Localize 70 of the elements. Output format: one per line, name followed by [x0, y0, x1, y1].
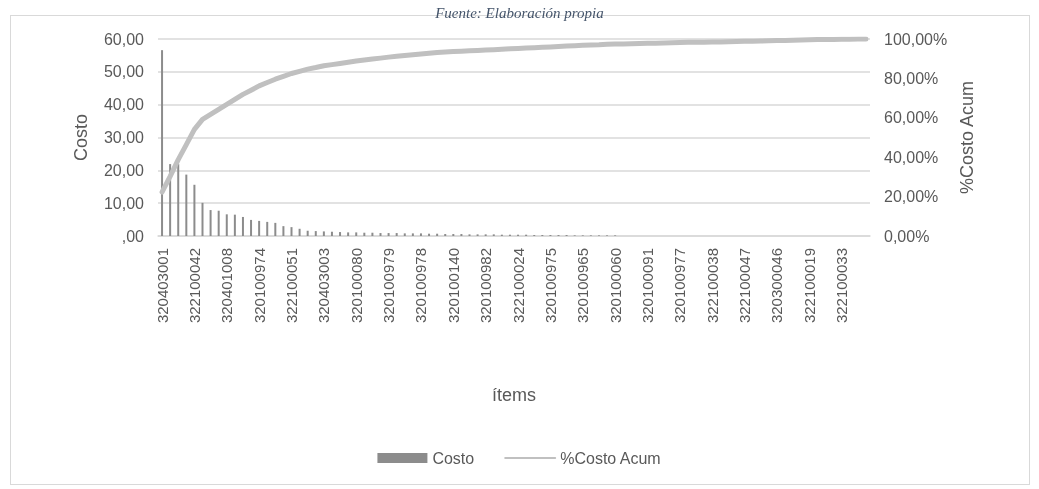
x-tick-label: 320100982	[477, 248, 495, 324]
bar	[306, 230, 309, 236]
bar	[193, 184, 196, 236]
y-tick-label: 30,00	[103, 129, 145, 146]
bar	[347, 232, 350, 236]
bar	[201, 202, 204, 236]
y2-tick-label: 20,00%	[884, 188, 939, 206]
bar	[225, 214, 228, 236]
bar	[395, 233, 398, 236]
x-tick-label: 320100977	[671, 248, 689, 324]
x-tick-label: 322100033	[833, 248, 851, 324]
bar	[266, 221, 269, 236]
bar	[387, 233, 390, 236]
x-tick-label: 320100060	[606, 248, 624, 324]
bar	[217, 210, 220, 236]
bar	[282, 226, 285, 236]
y2-tick-label: 40,00%	[884, 148, 939, 166]
x-tick-label: 320403001	[153, 248, 171, 324]
bar	[274, 222, 277, 236]
x-tick-label: 320100979	[380, 248, 398, 324]
bar	[298, 228, 301, 236]
bar	[411, 233, 414, 236]
y-tick-label: 50,00	[103, 63, 145, 81]
legend-label: %Costo Acum	[560, 449, 661, 467]
bar	[177, 164, 180, 236]
bar	[403, 233, 406, 236]
bar	[209, 210, 212, 236]
legend-label: Costo	[432, 449, 475, 467]
x-tick-label: 320100978	[412, 248, 430, 324]
x-tick-label: 320401008	[218, 248, 236, 324]
y-axis-title: Costo	[71, 113, 91, 162]
bar	[419, 233, 422, 236]
y2-tick-label: 0,00%	[884, 227, 930, 245]
x-tick-label: 320100974	[250, 248, 268, 324]
x-tick-label: 320100140	[444, 248, 462, 324]
x-tick-label: 322100024	[509, 248, 527, 324]
x-tick-label: 322100042	[185, 248, 203, 324]
y-tick-label: 40,00	[103, 96, 145, 114]
x-tick-label: 320100091	[639, 248, 656, 324]
source-note: Fuente: Elaboración propia	[434, 4, 604, 21]
x-tick-label: 322100051	[283, 248, 300, 324]
x-tick-label: 322100047	[736, 248, 754, 324]
x-tick-label: 320100965	[574, 248, 592, 324]
bar	[339, 232, 342, 236]
x-axis-title: ítems	[491, 385, 537, 405]
x-tick-label: 320100975	[541, 248, 559, 324]
bar	[241, 216, 244, 236]
y-tick-label: 60,00	[103, 30, 145, 48]
bar	[161, 50, 164, 236]
y-tick-label: 20,00	[103, 161, 145, 179]
x-tick-label: 322100038	[703, 248, 721, 324]
bar	[322, 231, 325, 236]
x-tick-label: 320100080	[347, 248, 365, 324]
y2-tick-label: 60,00%	[884, 109, 939, 127]
bar	[258, 220, 261, 236]
bar	[290, 227, 293, 236]
x-tick-label: 320403003	[315, 248, 333, 324]
bar	[185, 174, 188, 236]
bar	[355, 232, 358, 236]
y2-tick-label: 80,00%	[884, 69, 939, 87]
bar	[233, 214, 236, 236]
bar	[379, 233, 382, 236]
x-tick-label: 320300046	[768, 248, 786, 324]
y2-tick-label: 100,00%	[884, 30, 948, 48]
y2-axis-title: %Costo Acum	[957, 80, 978, 195]
bar	[250, 219, 253, 236]
y-tick-label: 10,00	[103, 194, 145, 212]
x-tick-label: 322100019	[800, 248, 818, 324]
y-tick-label: ,00	[121, 227, 145, 245]
bar	[314, 231, 317, 236]
